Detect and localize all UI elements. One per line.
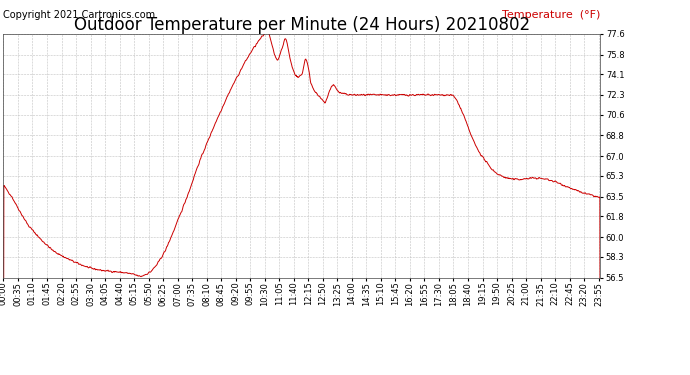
Text: Temperature  (°F): Temperature (°F): [502, 10, 600, 20]
Title: Outdoor Temperature per Minute (24 Hours) 20210802: Outdoor Temperature per Minute (24 Hours…: [74, 16, 530, 34]
Text: Copyright 2021 Cartronics.com: Copyright 2021 Cartronics.com: [3, 10, 155, 20]
